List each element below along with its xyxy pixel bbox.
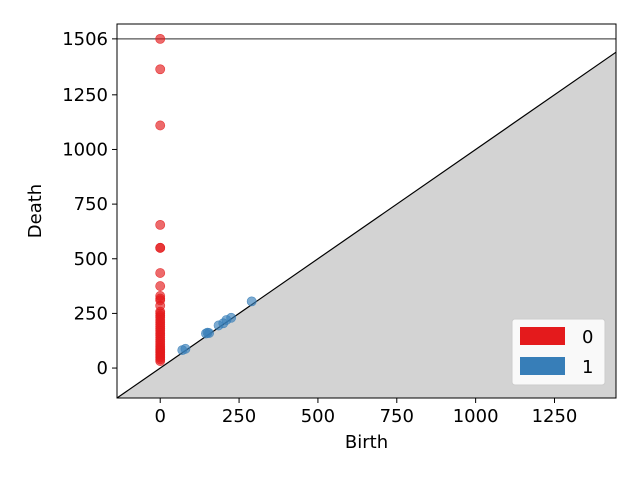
y-tick-label: 1506 — [62, 29, 108, 50]
x-tick-label: 250 — [222, 406, 256, 427]
y-tick-label: 750 — [74, 194, 108, 215]
y-tick-label: 250 — [74, 303, 108, 324]
x-tick-label: 1000 — [453, 406, 499, 427]
point-dim-1 — [226, 312, 237, 323]
point-dim-0 — [155, 281, 166, 291]
y-axis-label: Death — [25, 184, 46, 238]
point-dim-0 — [155, 120, 166, 131]
point-dim-1 — [180, 343, 191, 354]
legend-swatch-0 — [520, 327, 565, 345]
legend-label-0: 0 — [582, 327, 593, 348]
legend: 01 — [511, 318, 606, 386]
point-dim-0 — [155, 33, 166, 44]
y-tick-label: 1250 — [62, 85, 108, 106]
legend-label-1: 1 — [582, 357, 593, 378]
x-tick-label: 500 — [301, 406, 335, 427]
y-tick-label: 0 — [97, 358, 108, 379]
x-axis-label: Birth — [345, 432, 388, 453]
point-dim-0 — [155, 268, 166, 278]
plot-frame — [116, 23, 617, 399]
point-dim-1 — [204, 328, 215, 338]
x-tick-label: 1250 — [532, 406, 578, 427]
y-tick-label: 500 — [74, 249, 108, 270]
legend-swatch-1 — [520, 357, 565, 375]
point-dim-0 — [155, 242, 166, 253]
point-dim-0 — [155, 356, 166, 366]
x-tick-label: 750 — [380, 406, 414, 427]
x-tick-label: 0 — [154, 406, 165, 427]
point-dim-1 — [246, 296, 257, 307]
point-dim-0 — [155, 64, 166, 75]
diagonal-line — [117, 51, 616, 398]
y-tick-label: 1000 — [62, 139, 108, 160]
point-dim-0 — [155, 219, 166, 230]
